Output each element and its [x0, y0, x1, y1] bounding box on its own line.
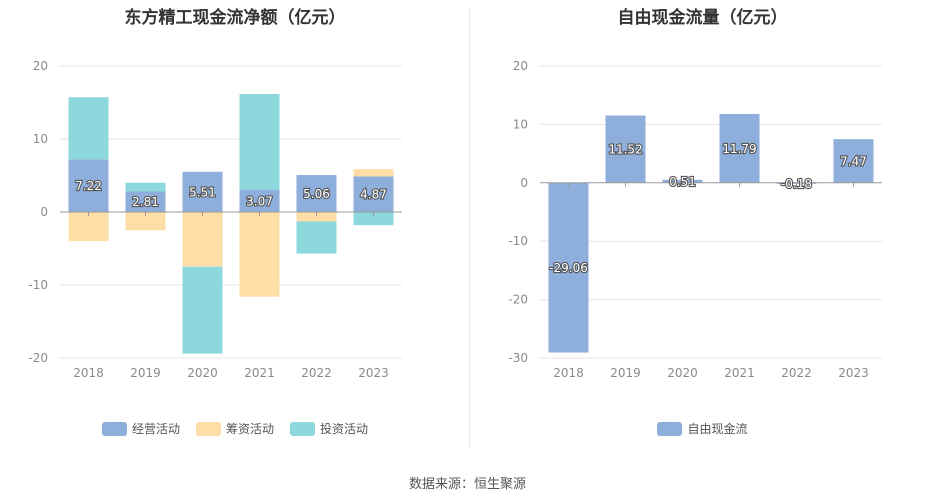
legend-swatch [657, 421, 683, 436]
y-tick-label: -20 [28, 351, 48, 365]
x-tick-label: 2022 [781, 366, 812, 380]
y-tick-label: -20 [508, 293, 528, 307]
bar-筹资活动-2021 [239, 212, 280, 297]
legend-label: 经营活动 [131, 422, 180, 436]
y-tick-label: 0 [520, 176, 528, 190]
bar-自由现金流-2018 [548, 182, 589, 353]
bar-投资活动-2020 [182, 266, 223, 354]
y-tick-label: 0 [40, 205, 48, 219]
bar-经营活动-2021 [239, 189, 280, 212]
y-tick-label: -30 [508, 351, 528, 365]
y-tick-label: 20 [33, 59, 48, 73]
bar-投资活动-2023 [353, 212, 394, 226]
legend-label: 投资活动 [320, 422, 369, 436]
data-label: 5.51 [189, 185, 216, 199]
data-label: 4.87 [360, 188, 387, 202]
legend-swatch [290, 421, 315, 436]
bar-投资活动-2018 [68, 97, 109, 160]
x-tick-label: 2020 [667, 366, 698, 380]
legend-item[interactable]: 投资活动 [290, 420, 368, 437]
bar-投资活动-2021 [239, 93, 280, 190]
bar-经营活动-2022 [296, 175, 337, 212]
y-tick-label: 10 [33, 132, 48, 146]
data-source: 数据来源：恒生聚源 [408, 477, 526, 492]
y-tick-label: 20 [513, 59, 528, 73]
data-label: 3.07 [246, 194, 273, 208]
cash-flow-net-chart: 东方精工现金流净额（亿元） 20 10 0 -10 -20 2018 2019 2020 202… [0, 0, 470, 460]
data-label: 11.79 [722, 142, 756, 156]
bar-自由现金流-2023 [833, 139, 874, 183]
free-cash-flow-plot: 20 10 0 -10 -20 -30 2018 2019 2020 2021 2022 2023 -2… [508, 59, 882, 380]
bar-经营活动-2023 [353, 176, 394, 212]
x-tick-label: 2020 [187, 366, 218, 380]
bar-自由现金流-2019 [605, 115, 646, 183]
x-tick-label: 2019 [130, 366, 161, 380]
bar-经营活动-2020 [182, 171, 223, 212]
legend-swatch [101, 421, 127, 436]
bar-自由现金流-2020 [662, 179, 703, 183]
data-label: -29.06 [549, 261, 588, 275]
chart-title: 东方精工现金流净额（亿元） [124, 8, 346, 28]
bar-自由现金流-2021 [719, 113, 760, 183]
y-tick-label: 10 [513, 117, 528, 131]
data-label: -0.18 [781, 177, 812, 191]
data-label: 7.22 [75, 179, 102, 193]
bar-筹资活动-2020 [182, 212, 223, 267]
data-label: 0.51 [669, 175, 696, 189]
y-tick-label: -10 [508, 234, 528, 248]
x-tick-label: 2021 [724, 366, 755, 380]
chart-legend: 自由现金流 [470, 420, 935, 437]
x-tick-label: 2018 [553, 366, 584, 380]
y-tick-label: -10 [28, 278, 48, 292]
x-tick-label: 2023 [838, 366, 869, 380]
legend-label: 自由现金流 [687, 422, 748, 436]
bar-筹资活动-2022 [296, 212, 337, 222]
legend-label: 筹资活动 [225, 422, 274, 436]
bar-筹资活动-2018 [68, 212, 109, 242]
data-label: 7.47 [840, 154, 867, 168]
legend-item[interactable]: 经营活动 [101, 420, 180, 437]
x-tick-label: 2022 [301, 366, 332, 380]
x-tick-label: 2018 [73, 366, 104, 380]
bar-经营活动-2018 [68, 159, 109, 212]
bar-筹资活动-2023 [353, 169, 394, 177]
x-tick-label: 2021 [244, 366, 275, 380]
chart-title: 自由现金流量（亿元） [617, 8, 788, 28]
bar-筹资活动-2019 [125, 212, 166, 231]
panel-divider [469, 8, 470, 448]
data-label: 5.06 [303, 187, 330, 201]
data-label: 11.52 [608, 143, 642, 157]
legend-item[interactable]: 自由现金流 [657, 420, 748, 437]
bar-投资活动-2022 [296, 221, 337, 254]
x-tick-label: 2019 [610, 366, 641, 380]
x-tick-label: 2023 [358, 366, 389, 380]
free-cash-flow-chart: 自由现金流量（亿元） 20 10 0 -10 -20 -30 2018 2019 2020 202… [470, 0, 935, 460]
cash-flow-net-plot: 20 10 0 -10 -20 2018 2019 2020 2021 2022 2023 7.22 2… [28, 59, 402, 380]
legend-item[interactable]: 筹资活动 [195, 420, 274, 437]
bar-经营活动-2019 [125, 191, 166, 212]
legend-swatch [195, 421, 221, 436]
bar-投资活动-2019 [125, 182, 166, 192]
data-label: 2.81 [132, 195, 159, 209]
chart-legend: 经营活动 筹资活动 投资活动 [0, 420, 470, 437]
